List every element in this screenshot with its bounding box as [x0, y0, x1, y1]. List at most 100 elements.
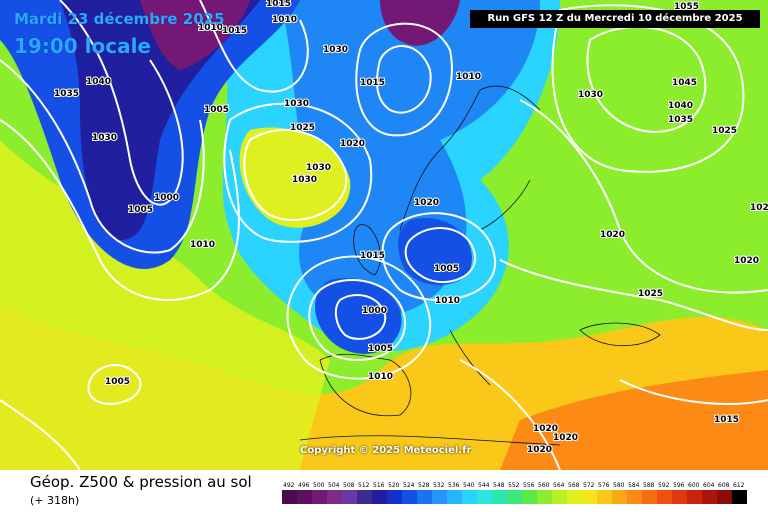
legend-swatch [522, 490, 537, 504]
legend-tick-label: 504 [328, 482, 340, 489]
isobar-label: 1005 [105, 377, 130, 387]
isobar-label: 1035 [54, 89, 79, 99]
legend-swatch [612, 490, 627, 504]
isobar-label: 1020 [340, 139, 365, 149]
legend-swatch [717, 490, 732, 504]
isobar-label: 1010 [456, 72, 481, 82]
legend-swatch [537, 490, 552, 504]
legend-tick-label: 516 [373, 482, 385, 489]
legend-swatch [507, 490, 522, 504]
isobar-line [334, 294, 387, 340]
z500-band-lightgreen-east [560, 0, 768, 300]
isobar-label: 1020 [600, 230, 625, 240]
isobar-line [243, 129, 348, 221]
legend-swatch [282, 490, 297, 504]
pressure-map: 1010 1015 1010 1015 1030 1040 1035 1005 … [0, 0, 768, 470]
isobar-line [308, 279, 407, 361]
legend-tick-label: 604 [703, 482, 715, 489]
legend-swatch [597, 490, 612, 504]
isobar-label: 1020 [527, 445, 552, 455]
legend-swatch [297, 490, 312, 504]
isobar-label: 1005 [434, 264, 459, 274]
isobar-label: 1015 [360, 78, 385, 88]
legend-swatch [627, 490, 642, 504]
isobar-lines [0, 0, 768, 470]
isobar-label: 1005 [368, 344, 393, 354]
legend-swatch [417, 490, 432, 504]
isobar-line [519, 99, 768, 294]
isobar-label: 1025 [290, 123, 315, 133]
isobar-line [551, 4, 745, 173]
chart-title: Géop. Z500 & pression au sol [30, 473, 252, 491]
legend-tick-label: 600 [688, 482, 700, 489]
isobar-label: 1010 [190, 240, 215, 250]
legend-swatch [447, 490, 462, 504]
legend-tick-label: 612 [733, 482, 745, 489]
legend-tick-label: 548 [493, 482, 505, 489]
legend-tick-label: 540 [463, 482, 475, 489]
isobar-line [459, 359, 561, 470]
legend-swatch [387, 490, 402, 504]
legend-swatch [672, 490, 687, 504]
z500-band-deepblue-nw [60, 0, 260, 240]
coastlines [299, 85, 661, 446]
coastline-iberia [319, 353, 412, 417]
legend-swatch [567, 490, 582, 504]
legend-tick-label: 492 [283, 482, 295, 489]
legend-swatch [327, 490, 342, 504]
z500-field [0, 0, 768, 470]
isobar-label: 1035 [668, 115, 693, 125]
z500-band-yellow-high-center [239, 127, 351, 228]
legend-swatch [312, 490, 327, 504]
legend-tick-label: 556 [523, 482, 535, 489]
isobar-label: 1030 [323, 45, 348, 55]
isobar-line [381, 212, 497, 301]
isobar-line [199, 0, 309, 93]
legend-swatch [582, 490, 597, 504]
z500-band-darkorange-se [500, 370, 768, 470]
run-info: Run GFS 12 Z du Mercredi 10 décembre 202… [470, 10, 760, 28]
legend-swatch [462, 490, 477, 504]
coastline-scandinavia [399, 85, 541, 231]
legend-swatch [642, 490, 657, 504]
isobar-label: 1020 [414, 198, 439, 208]
isobar-label: 1005 [128, 205, 153, 215]
copyright: Copyright © 2025 Meteociel.fr [300, 445, 472, 456]
isobar-label: 1030 [578, 90, 603, 100]
legend-tick-label: 508 [343, 482, 355, 489]
isobar-label: 1000 [362, 306, 387, 316]
legend-tick-label: 512 [358, 482, 370, 489]
isobar-label: 1005 [204, 105, 229, 115]
legend-tick-label: 588 [643, 482, 655, 489]
legend-swatch [687, 490, 702, 504]
isobar-line [286, 255, 432, 380]
coastline-black-sea [579, 322, 661, 347]
legend-swatch [357, 490, 372, 504]
legend-tick-label: 580 [613, 482, 625, 489]
isobar-label: 1010 [198, 23, 223, 33]
legend-swatch [477, 490, 492, 504]
isobar-label: 1030 [306, 163, 331, 173]
legend-swatch [732, 490, 747, 504]
legend-swatch [492, 490, 507, 504]
legend-tick-label: 592 [658, 482, 670, 489]
isobar-label: 1010 [272, 15, 297, 25]
isobar-label: 1015 [360, 251, 385, 261]
isobar-label: 1020 [734, 256, 759, 266]
coastline-italy [449, 329, 491, 386]
legend-tick-label: 536 [448, 482, 460, 489]
legend-tick-label: 576 [598, 482, 610, 489]
isobar-label: 1020 [750, 203, 768, 213]
legend-tick-label: 568 [568, 482, 580, 489]
isobar-label: 1040 [668, 101, 693, 111]
legend-tick-label: 608 [718, 482, 730, 489]
isobar-label: 1020 [533, 424, 558, 434]
isobar-label: 1010 [368, 372, 393, 382]
isobar-line [376, 45, 432, 114]
z500-band-purple-top [140, 0, 250, 70]
legend-tick-label: 572 [583, 482, 595, 489]
legend-tick-label: 544 [478, 482, 490, 489]
legend-swatch [552, 490, 567, 504]
isobar-line [59, 0, 184, 206]
isobar-label: 1040 [86, 77, 111, 87]
